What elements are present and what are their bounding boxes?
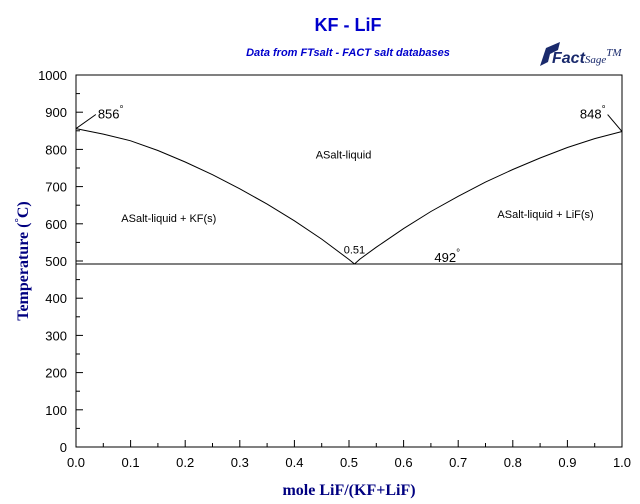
logo-fact: Fact	[552, 50, 586, 67]
x-tick-label: 0.1	[122, 455, 140, 470]
x-tick-label: 0.6	[395, 455, 413, 470]
y-tick-label: 600	[45, 217, 67, 232]
annotation-leader	[75, 114, 97, 129]
x-tick-label: 1.0	[613, 455, 631, 470]
y-axis-label-open: (	[15, 223, 32, 228]
annotation-0: 856°	[98, 105, 124, 122]
region-label-0: ASalt-liquid	[316, 150, 372, 162]
annotation-value: 856	[98, 107, 120, 122]
series-line-0	[75, 128, 355, 265]
x-tick-label: 0.2	[176, 455, 194, 470]
plot-frame	[75, 74, 623, 448]
y-tick-label: 1000	[38, 68, 67, 83]
y-axis-label-main: Temperature	[15, 232, 32, 321]
annotation-leader	[607, 114, 623, 132]
point-annotations: 856° 848°492°0.51	[75, 105, 623, 265]
degree-symbol: °	[120, 105, 124, 116]
region-label-1: ASalt-liquid + KF(s)	[121, 213, 216, 225]
logo-tm: TM	[606, 47, 622, 59]
chart-title: KF - LiF	[315, 15, 382, 35]
y-axis: 0 100 200 300 400 500 600 700 800 900 1000	[38, 68, 83, 455]
x-tick-label: 0.3	[231, 455, 249, 470]
chart-subtitle: Data from FTsalt - FACT salt databases	[246, 47, 450, 59]
annotation-2: 492°	[434, 248, 460, 265]
y-tick-label: 100	[45, 403, 67, 418]
y-tick-label: 800	[45, 142, 67, 157]
x-axis-label: mole LiF/(KF+LiF)	[282, 482, 415, 499]
logo-sage: Sage	[585, 54, 607, 66]
y-axis-label-degree: °	[13, 218, 25, 222]
logo-mark-icon	[540, 42, 560, 66]
x-tick-label: 0.9	[558, 455, 576, 470]
y-tick-label: 900	[45, 105, 67, 120]
region-labels: ASalt-liquid ASalt-liquid + KF(s) ASalt-li…	[121, 150, 593, 225]
degree-symbol: °	[602, 105, 606, 116]
degree-symbol: °	[456, 248, 460, 259]
annotation-1: 848°	[580, 105, 606, 122]
y-tick-label: 300	[45, 328, 67, 343]
y-tick-label: 400	[45, 291, 67, 306]
y-tick-label: 0	[60, 440, 67, 455]
factsage-logo: FactSageTM	[540, 42, 622, 67]
x-tick-label: 0.8	[504, 455, 522, 470]
annotation-value: 848	[580, 107, 602, 122]
y-axis-label: Temperature (°C)	[13, 201, 32, 321]
y-tick-label: 200	[45, 366, 67, 381]
x-tick-label: 0.4	[285, 455, 303, 470]
y-axis-label-unit: C)	[15, 201, 32, 218]
annotation-3: 0.51	[344, 245, 365, 257]
annotation-value: 492	[434, 250, 456, 265]
x-tick-label: 0.0	[67, 455, 85, 470]
phase-boundaries	[75, 128, 623, 265]
x-tick-label: 0.7	[449, 455, 467, 470]
x-tick-label: 0.5	[340, 455, 358, 470]
series-line-1	[354, 131, 623, 265]
y-tick-label: 500	[45, 254, 67, 269]
y-tick-label: 700	[45, 180, 67, 195]
annotation-value: 0.51	[344, 245, 365, 257]
x-axis: 0.0 0.1 0.2 0.3 0.4 0.5 0.6 0.7 0.8 0.9 1.0	[67, 440, 631, 470]
region-label-2: ASalt-liquid + LiF(s)	[497, 209, 593, 221]
svg-text:FactSageTM: FactSageTM	[552, 47, 622, 67]
